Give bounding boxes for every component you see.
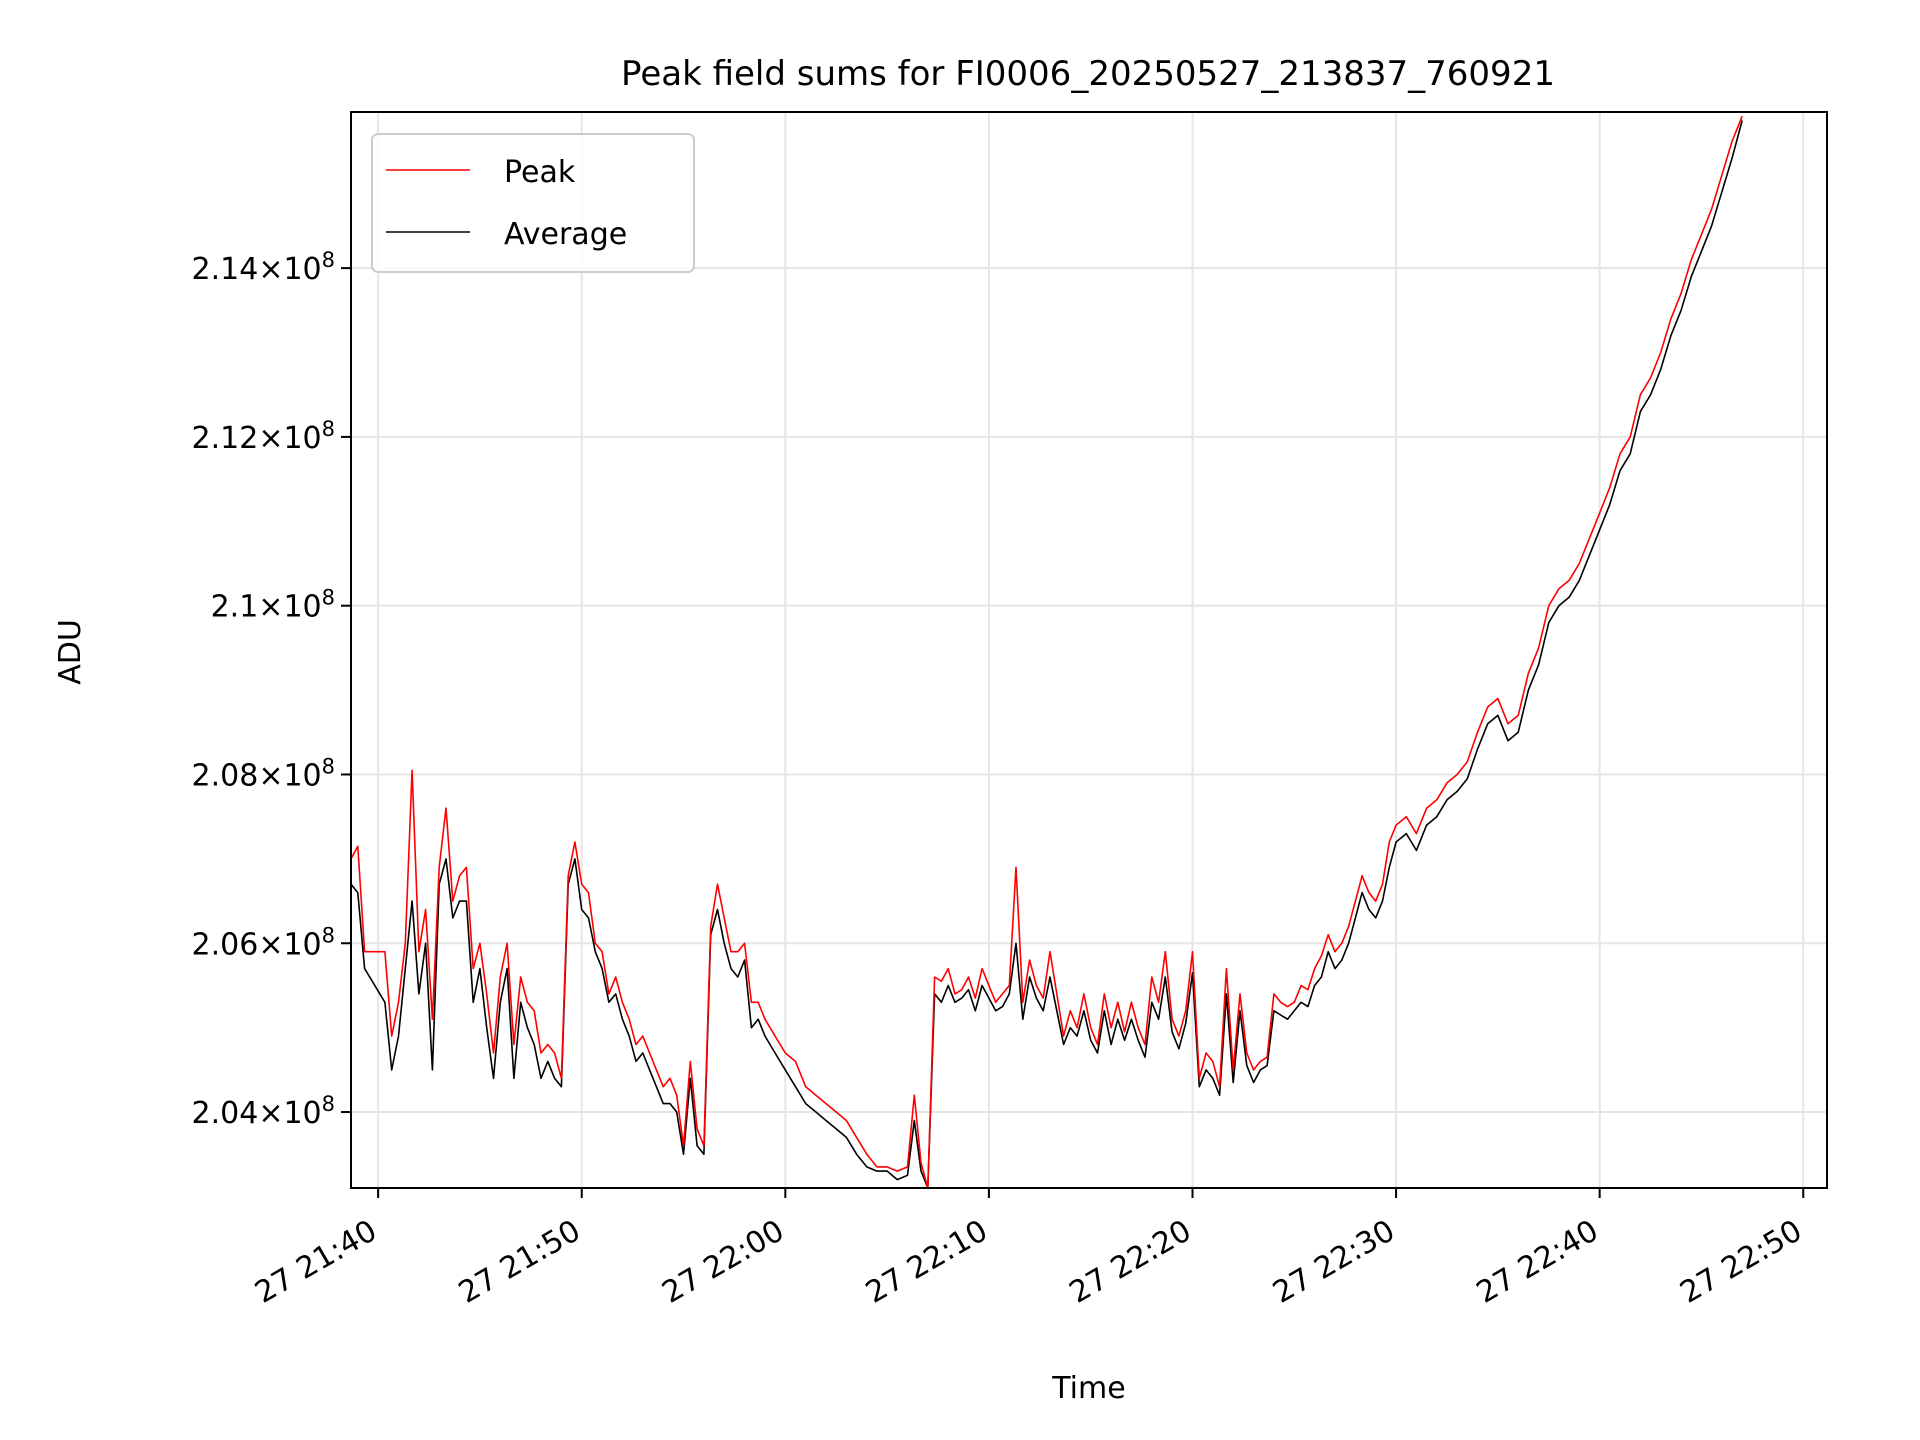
y-tick-label: 2.08×108	[192, 754, 335, 793]
y-tick-exponent: 8	[322, 923, 335, 947]
y-tick-mantissa: 2.08×10	[192, 758, 322, 793]
y-tick-label: 2.12×108	[192, 417, 335, 456]
plot-frame	[350, 111, 1828, 1189]
y-tick-exponent: 8	[322, 586, 335, 610]
y-tick-mantissa: 2.06×10	[192, 927, 322, 962]
gridlines	[351, 112, 1827, 1188]
y-tick-mantissa: 2.12×10	[192, 421, 322, 456]
y-tick-label: 2.06×108	[192, 923, 335, 962]
y-tick-label: 2.14×108	[192, 248, 335, 287]
y-tick-exponent: 8	[322, 248, 335, 272]
legend-box	[371, 133, 695, 273]
y-tick-mantissa: 2.1×10	[211, 590, 322, 625]
series-layer	[350, 115, 1743, 1189]
y-tick-mantissa: 2.14×10	[192, 252, 322, 287]
chart-title: Peak field sums for FI0006_20250527_2138…	[621, 54, 1555, 94]
x-axis-label: Time	[1051, 1371, 1125, 1406]
y-axis-ticks: 2.04×1082.06×1082.08×1082.1×1082.12×1082…	[192, 248, 351, 1131]
y-tick-mantissa: 2.04×10	[192, 1096, 322, 1131]
y-tick-label: 2.04×108	[192, 1092, 335, 1131]
legend-average-label: Average	[504, 217, 627, 252]
y-tick-exponent: 8	[322, 1092, 335, 1116]
y-tick-exponent: 8	[322, 754, 335, 778]
y-tick-label: 2.1×108	[211, 586, 335, 625]
series-line-peak	[350, 115, 1743, 1189]
legend-peak-label: Peak	[504, 155, 576, 190]
y-tick-exponent: 8	[322, 417, 335, 441]
y-axis-label: ADU	[53, 619, 88, 685]
legend: Peak Average	[371, 133, 695, 273]
